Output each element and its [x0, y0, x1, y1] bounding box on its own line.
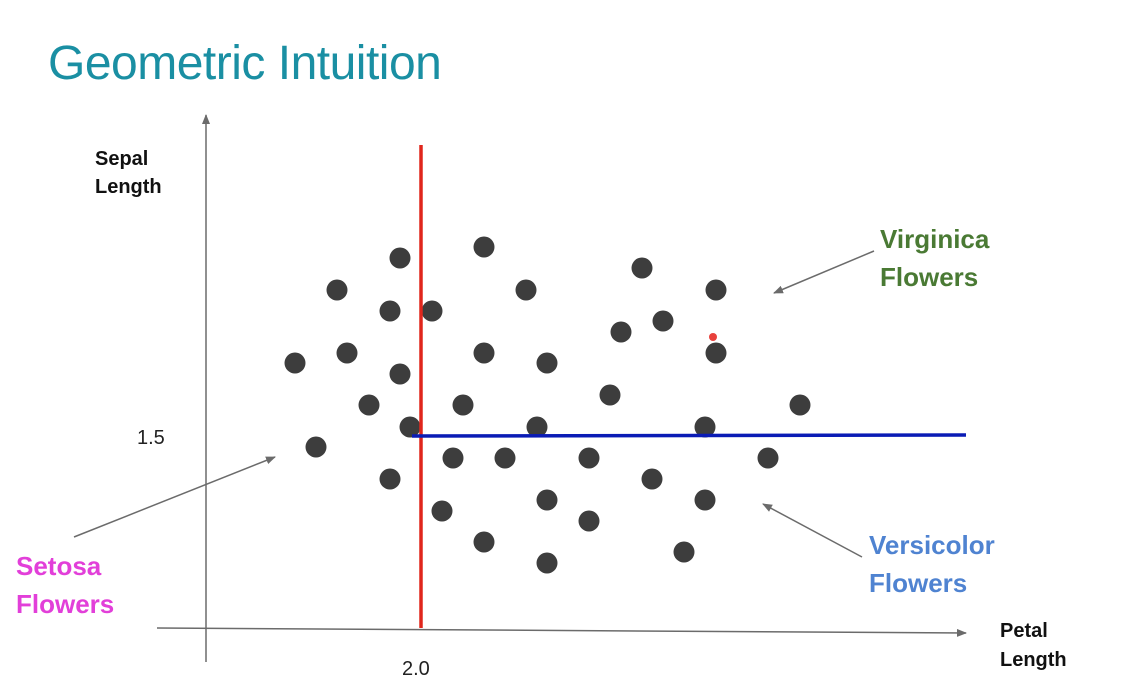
data-point — [599, 384, 621, 406]
data-point — [526, 416, 548, 438]
virginica-label: Virginica Flowers — [880, 224, 990, 292]
data-point — [305, 436, 327, 458]
data-point — [515, 279, 537, 301]
x-axis — [156, 627, 967, 637]
data-point — [379, 468, 401, 490]
data-point — [705, 342, 727, 364]
data-point — [473, 236, 495, 258]
setosa-pointer-arrow — [73, 456, 276, 538]
virginica-pointer-arrow — [773, 250, 875, 294]
data-point — [399, 416, 421, 438]
data-point — [431, 500, 453, 522]
data-point — [757, 447, 779, 469]
data-point — [673, 541, 695, 563]
data-point — [631, 257, 653, 279]
data-point — [578, 447, 600, 469]
data-point — [578, 510, 600, 532]
versicolor-pointer-arrow — [762, 503, 863, 558]
data-point — [284, 352, 306, 374]
data-point — [442, 447, 464, 469]
data-points — [284, 236, 811, 574]
highlight-point — [709, 333, 717, 341]
x-axis-label: Petal Length — [1000, 620, 1067, 671]
data-point — [536, 552, 558, 574]
data-point — [389, 363, 411, 385]
data-point — [421, 300, 443, 322]
data-point — [473, 342, 495, 364]
data-point — [536, 352, 558, 374]
data-point — [336, 342, 358, 364]
page-title: Geometric Intuition — [48, 37, 442, 90]
data-point — [452, 394, 474, 416]
data-point — [652, 310, 674, 332]
data-point — [326, 279, 348, 301]
sepal-length-split-line — [411, 433, 967, 438]
data-point — [694, 489, 716, 511]
data-point — [694, 416, 716, 438]
data-point — [705, 279, 727, 301]
data-point — [610, 321, 632, 343]
x-tick-label: 2.0 — [402, 658, 430, 680]
data-point — [389, 247, 411, 269]
y-axis-label: Sepal Length — [95, 148, 162, 198]
data-point — [494, 447, 516, 469]
setosa-label: Setosa Flowers — [16, 551, 115, 619]
data-point — [789, 394, 811, 416]
data-point — [473, 531, 495, 553]
data-point — [358, 394, 380, 416]
data-point — [641, 468, 663, 490]
data-point — [379, 300, 401, 322]
versicolor-label: Versicolor Flowers — [869, 530, 995, 598]
data-point — [536, 489, 558, 511]
y-tick-label: 1.5 — [137, 427, 165, 449]
